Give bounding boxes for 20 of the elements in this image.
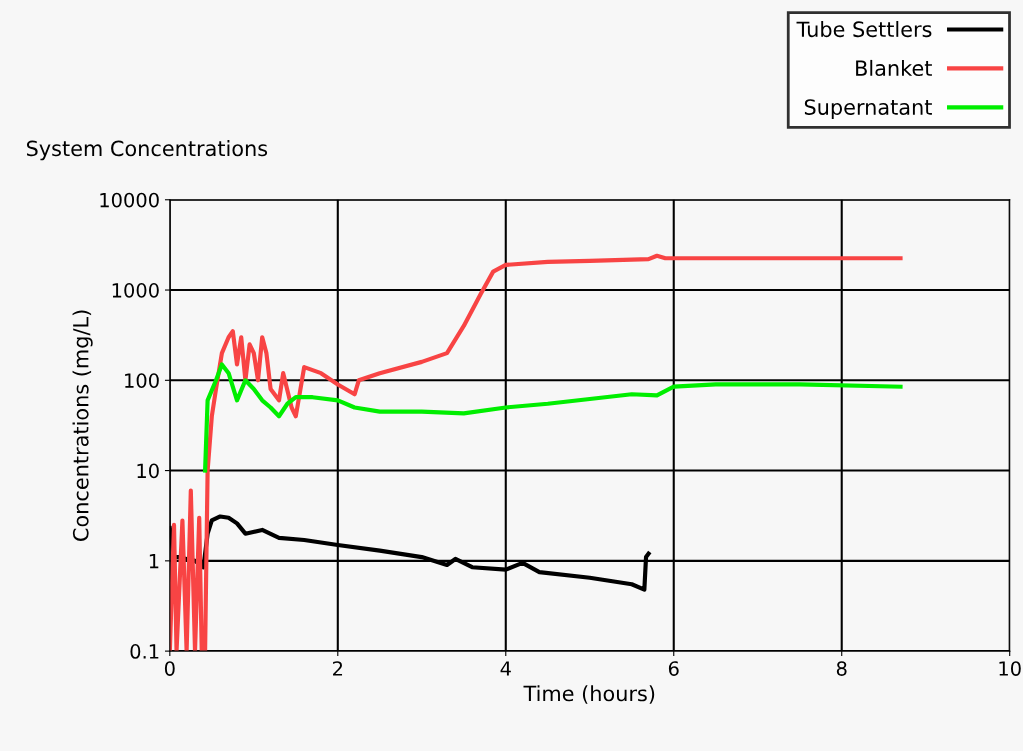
y-axis-title: Concentrations (mg/L): [72, 310, 93, 541]
y-tick-label: 100: [125, 373, 159, 388]
y-tick-label: 1000: [112, 282, 159, 298]
x-tick-label: 4: [500, 661, 511, 676]
y-tick-label: 1: [149, 554, 159, 569]
line-series: [169, 253, 903, 652]
x-tick-label: 6: [668, 661, 679, 676]
x-tick-label: 0: [164, 661, 175, 676]
y-tick-label: 0.1: [130, 644, 159, 659]
x-tick-label: 2: [333, 661, 343, 676]
legend-label: Blanket: [856, 59, 932, 77]
y-tick-label: 10000: [100, 192, 159, 208]
legend-label: Tube Settlers: [796, 21, 932, 38]
x-tick-label: 10: [999, 661, 1021, 676]
x-tick-label: 8: [836, 661, 847, 676]
line-series: [203, 362, 903, 473]
legend-label: Supernatant: [804, 99, 932, 119]
x-axis-title: Time (hours): [523, 685, 655, 704]
y-tick-label: 10: [137, 463, 159, 479]
chart-title: System Concentrations: [26, 140, 268, 161]
